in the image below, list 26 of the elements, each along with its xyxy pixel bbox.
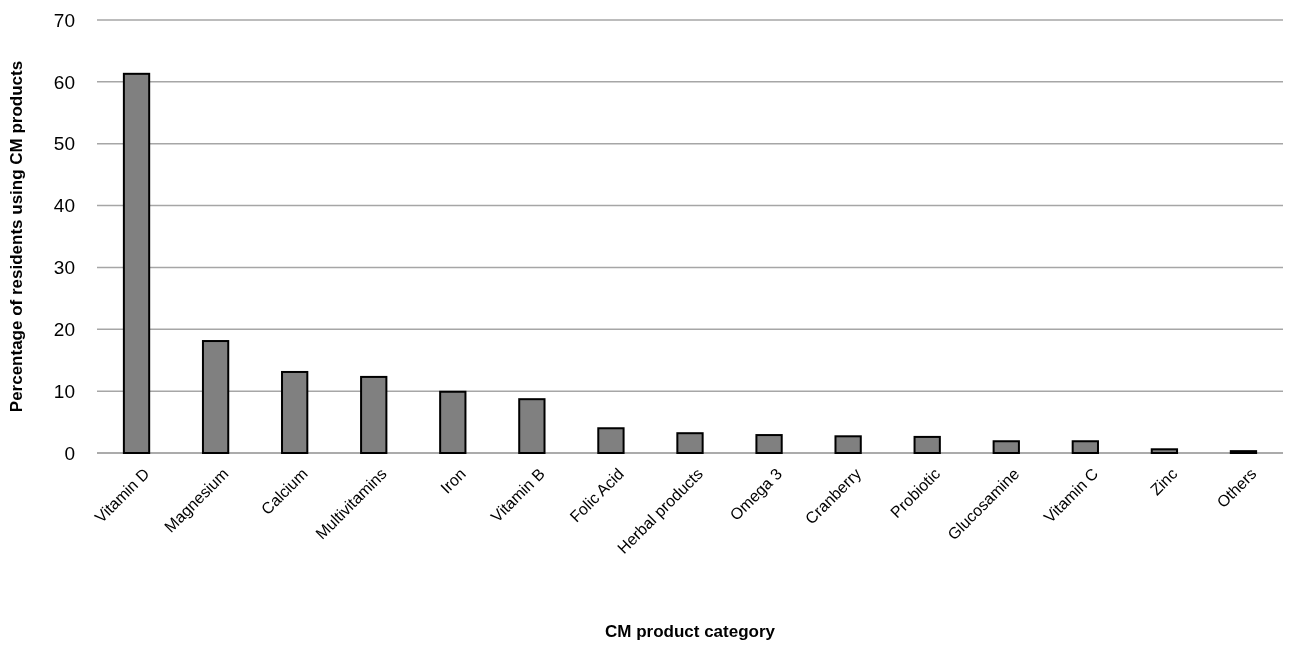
x-axis-title: CM product category [604, 622, 776, 641]
x-tick-label: Iron [437, 465, 469, 497]
x-tick-label: Zinc [1147, 465, 1181, 499]
y-tick-label: 10 [53, 380, 75, 402]
bar [1150, 448, 1179, 454]
bar [1071, 440, 1099, 454]
y-tick-label: 0 [64, 442, 75, 464]
bar [518, 398, 546, 454]
y-tick-label: 60 [53, 71, 75, 93]
y-tick-label: 50 [53, 133, 75, 155]
bar [834, 435, 862, 454]
bar [676, 432, 704, 454]
bar [992, 440, 1020, 454]
bar [281, 370, 309, 454]
bar [755, 434, 783, 454]
y-tick-label: 30 [53, 257, 75, 279]
bar [201, 340, 230, 454]
bar [122, 72, 151, 454]
y-axis-title: Percentage of residents using CM products [7, 60, 26, 413]
y-tick-label: 20 [53, 318, 75, 340]
y-tick-label: 40 [53, 195, 75, 217]
bar [360, 375, 388, 454]
bar [597, 427, 625, 454]
bar [439, 390, 467, 454]
bar [913, 435, 941, 454]
y-tick-label: 70 [53, 9, 75, 31]
